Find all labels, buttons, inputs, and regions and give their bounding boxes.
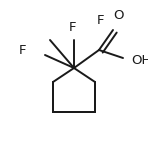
- Text: OH: OH: [131, 54, 148, 66]
- Text: F: F: [69, 21, 77, 34]
- Text: F: F: [97, 14, 104, 27]
- Text: O: O: [113, 9, 123, 22]
- Text: F: F: [18, 44, 26, 58]
